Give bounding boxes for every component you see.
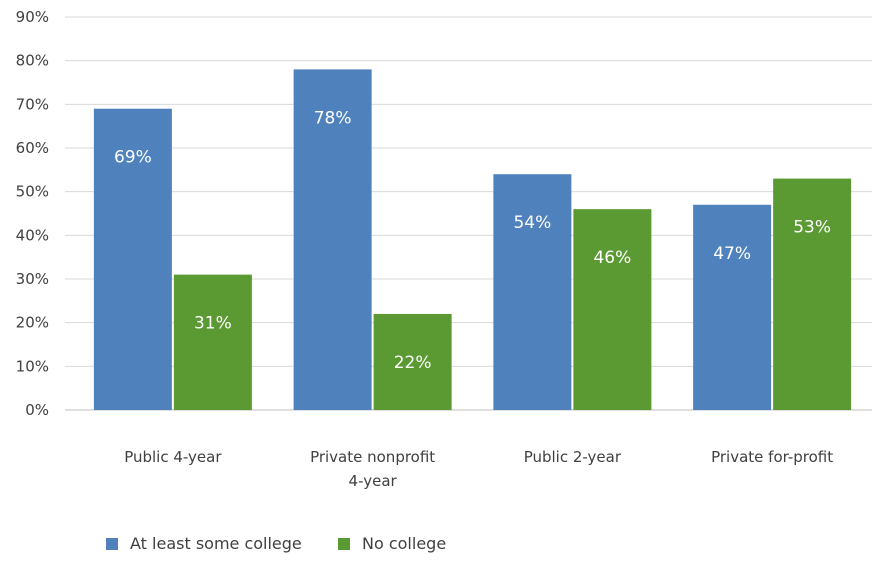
data-label: 22% — [394, 353, 432, 373]
y-tick-label: 30% — [16, 270, 49, 288]
data-label: 54% — [513, 213, 551, 233]
data-label: 53% — [793, 218, 831, 238]
bar-no-college — [773, 178, 852, 410]
legend-swatch — [106, 538, 118, 550]
x-category-label: Private for-profit — [711, 448, 833, 466]
x-category-label: Public 2-year — [524, 448, 622, 466]
legend-label: No college — [362, 534, 446, 553]
data-label: 31% — [194, 314, 232, 334]
legend-swatch — [338, 538, 350, 550]
x-category-label: Private nonprofit — [310, 448, 435, 466]
bar-some-college — [493, 174, 572, 410]
data-label: 46% — [593, 248, 631, 268]
data-labels: 69% 31% 78% 22% 54% 46% 47% 53% — [114, 108, 831, 373]
x-category-label: Public 4-year — [124, 448, 222, 466]
x-axis-category-labels: Public 4-year Private nonprofit 4-year Publ… — [124, 448, 833, 490]
y-tick-label: 0% — [25, 401, 49, 419]
bar-no-college — [573, 209, 652, 410]
y-tick-label: 10% — [16, 357, 49, 375]
bar-no-college — [373, 313, 452, 410]
x-category-label: 4-year — [349, 472, 398, 490]
y-tick-label: 80% — [16, 52, 49, 70]
y-tick-label: 60% — [16, 139, 49, 157]
y-tick-label: 70% — [16, 95, 49, 113]
data-label: 78% — [314, 108, 352, 128]
y-tick-label: 20% — [16, 314, 49, 332]
bar-some-college — [93, 108, 172, 410]
data-label: 47% — [713, 244, 751, 264]
y-tick-label: 90% — [16, 8, 49, 26]
bars — [93, 69, 852, 411]
bar-some-college — [693, 204, 772, 410]
data-label: 69% — [114, 148, 152, 168]
bar-no-college — [173, 274, 252, 410]
y-axis-tick-labels: 0% 10% 20% 30% 40% 50% 60% 70% 80% 90% — [16, 8, 49, 419]
legend-label: At least some college — [130, 534, 302, 553]
bar-some-college — [293, 69, 372, 411]
y-tick-label: 50% — [16, 183, 49, 201]
y-tick-label: 40% — [16, 226, 49, 244]
legend: At least some college No college — [106, 534, 446, 553]
